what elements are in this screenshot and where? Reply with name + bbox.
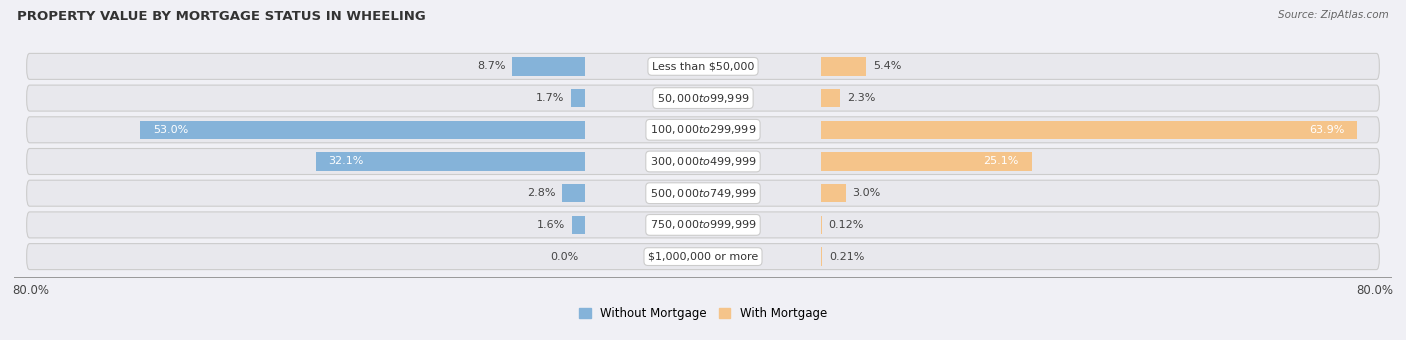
Text: 1.7%: 1.7% — [536, 93, 564, 103]
Text: 1.6%: 1.6% — [537, 220, 565, 230]
Text: 2.3%: 2.3% — [846, 93, 875, 103]
Bar — [316, 152, 585, 171]
Text: 0.12%: 0.12% — [828, 220, 863, 230]
Text: $300,000 to $499,999: $300,000 to $499,999 — [650, 155, 756, 168]
FancyBboxPatch shape — [27, 149, 1379, 174]
Bar — [562, 184, 585, 202]
Bar — [821, 152, 1032, 171]
Bar — [572, 216, 585, 234]
Text: 0.0%: 0.0% — [550, 252, 579, 261]
Text: $1,000,000 or more: $1,000,000 or more — [648, 252, 758, 261]
Text: 2.8%: 2.8% — [527, 188, 555, 198]
Bar — [571, 89, 585, 107]
Text: 32.1%: 32.1% — [328, 156, 364, 167]
FancyBboxPatch shape — [27, 85, 1379, 111]
Text: Source: ZipAtlas.com: Source: ZipAtlas.com — [1278, 10, 1389, 20]
Bar — [821, 57, 866, 75]
Text: $500,000 to $749,999: $500,000 to $749,999 — [650, 187, 756, 200]
Bar — [821, 121, 1358, 139]
Text: 5.4%: 5.4% — [873, 62, 901, 71]
Bar — [821, 248, 823, 266]
Text: $750,000 to $999,999: $750,000 to $999,999 — [650, 218, 756, 232]
Text: $50,000 to $99,999: $50,000 to $99,999 — [657, 91, 749, 105]
Text: 25.1%: 25.1% — [984, 156, 1019, 167]
Text: PROPERTY VALUE BY MORTGAGE STATUS IN WHEELING: PROPERTY VALUE BY MORTGAGE STATUS IN WHE… — [17, 10, 426, 23]
Text: $100,000 to $299,999: $100,000 to $299,999 — [650, 123, 756, 136]
Text: 8.7%: 8.7% — [477, 62, 506, 71]
FancyBboxPatch shape — [27, 53, 1379, 79]
FancyBboxPatch shape — [27, 212, 1379, 238]
Bar — [141, 121, 585, 139]
Bar — [821, 184, 846, 202]
FancyBboxPatch shape — [27, 117, 1379, 143]
Text: Less than $50,000: Less than $50,000 — [652, 62, 754, 71]
FancyBboxPatch shape — [27, 180, 1379, 206]
Text: 0.21%: 0.21% — [830, 252, 865, 261]
Bar — [512, 57, 585, 75]
Legend: Without Mortgage, With Mortgage: Without Mortgage, With Mortgage — [574, 302, 832, 324]
Text: 63.9%: 63.9% — [1309, 125, 1346, 135]
Bar — [821, 89, 839, 107]
FancyBboxPatch shape — [27, 243, 1379, 270]
Text: 53.0%: 53.0% — [153, 125, 188, 135]
Text: 3.0%: 3.0% — [852, 188, 880, 198]
